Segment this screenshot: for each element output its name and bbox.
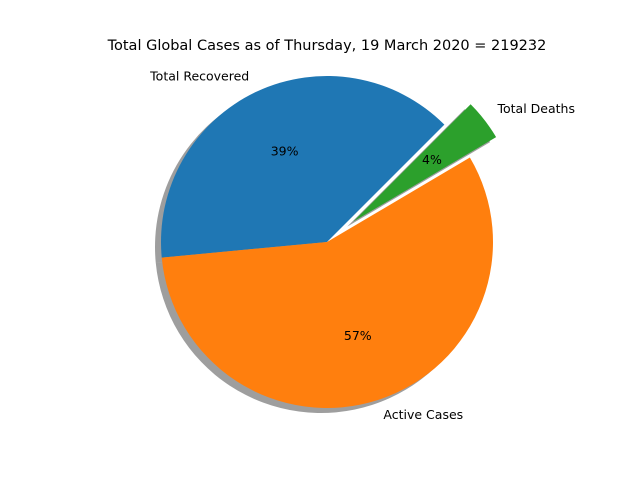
percent-label-total-deaths: 4%	[422, 152, 442, 167]
label-total-deaths: Total Deaths	[497, 101, 575, 116]
slice-active-cases	[161, 157, 494, 409]
pie-labels: Total Recovered 39% Active Cases 57% Total D…	[149, 68, 575, 422]
slice-total-deaths	[353, 104, 497, 222]
percent-label-total-recovered: 39%	[271, 143, 299, 158]
label-total-recovered: Total Recovered	[149, 68, 249, 83]
percent-label-active-cases: 57%	[344, 328, 372, 343]
pie-slices	[161, 76, 497, 409]
chart-title: Total Global Cases as of Thursday, 19 Ma…	[107, 38, 547, 54]
label-active-cases: Active Cases	[383, 407, 463, 422]
slice-total-recovered	[161, 76, 445, 258]
